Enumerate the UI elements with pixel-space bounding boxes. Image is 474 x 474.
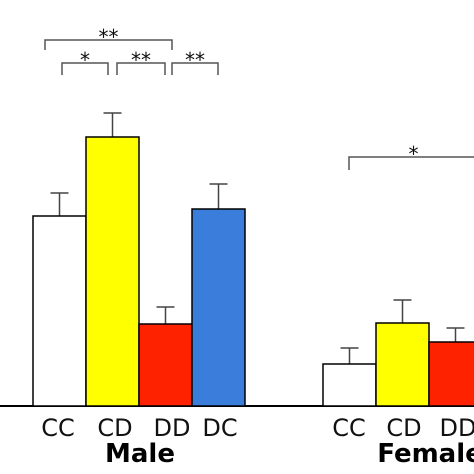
bar bbox=[138, 323, 193, 407]
x-tick-label: DD bbox=[154, 414, 191, 442]
group-label: Male bbox=[105, 439, 175, 469]
x-tick-label: DC bbox=[202, 414, 237, 442]
x-tick-label: CD bbox=[386, 414, 421, 442]
bar bbox=[32, 215, 87, 407]
x-tick-label: DD bbox=[440, 414, 474, 442]
bar bbox=[428, 341, 474, 407]
bar bbox=[322, 363, 377, 407]
significance-bracket bbox=[61, 62, 109, 75]
x-tick-label: CD bbox=[97, 414, 132, 442]
significance-bracket bbox=[348, 156, 474, 170]
group-label: Female bbox=[377, 439, 474, 469]
significance-bracket bbox=[44, 39, 173, 50]
significance-label: ** bbox=[99, 25, 119, 49]
bar bbox=[85, 136, 140, 407]
significance-label: * bbox=[80, 48, 90, 72]
bar bbox=[191, 208, 246, 407]
significance-bracket bbox=[171, 62, 219, 75]
bar bbox=[375, 322, 430, 407]
significance-label: ** bbox=[185, 48, 205, 72]
x-tick-label: CC bbox=[332, 414, 366, 442]
significance-label: * bbox=[409, 142, 419, 166]
significance-label: ** bbox=[131, 48, 151, 72]
significance-bracket bbox=[116, 62, 166, 75]
x-tick-label: CC bbox=[41, 414, 75, 442]
